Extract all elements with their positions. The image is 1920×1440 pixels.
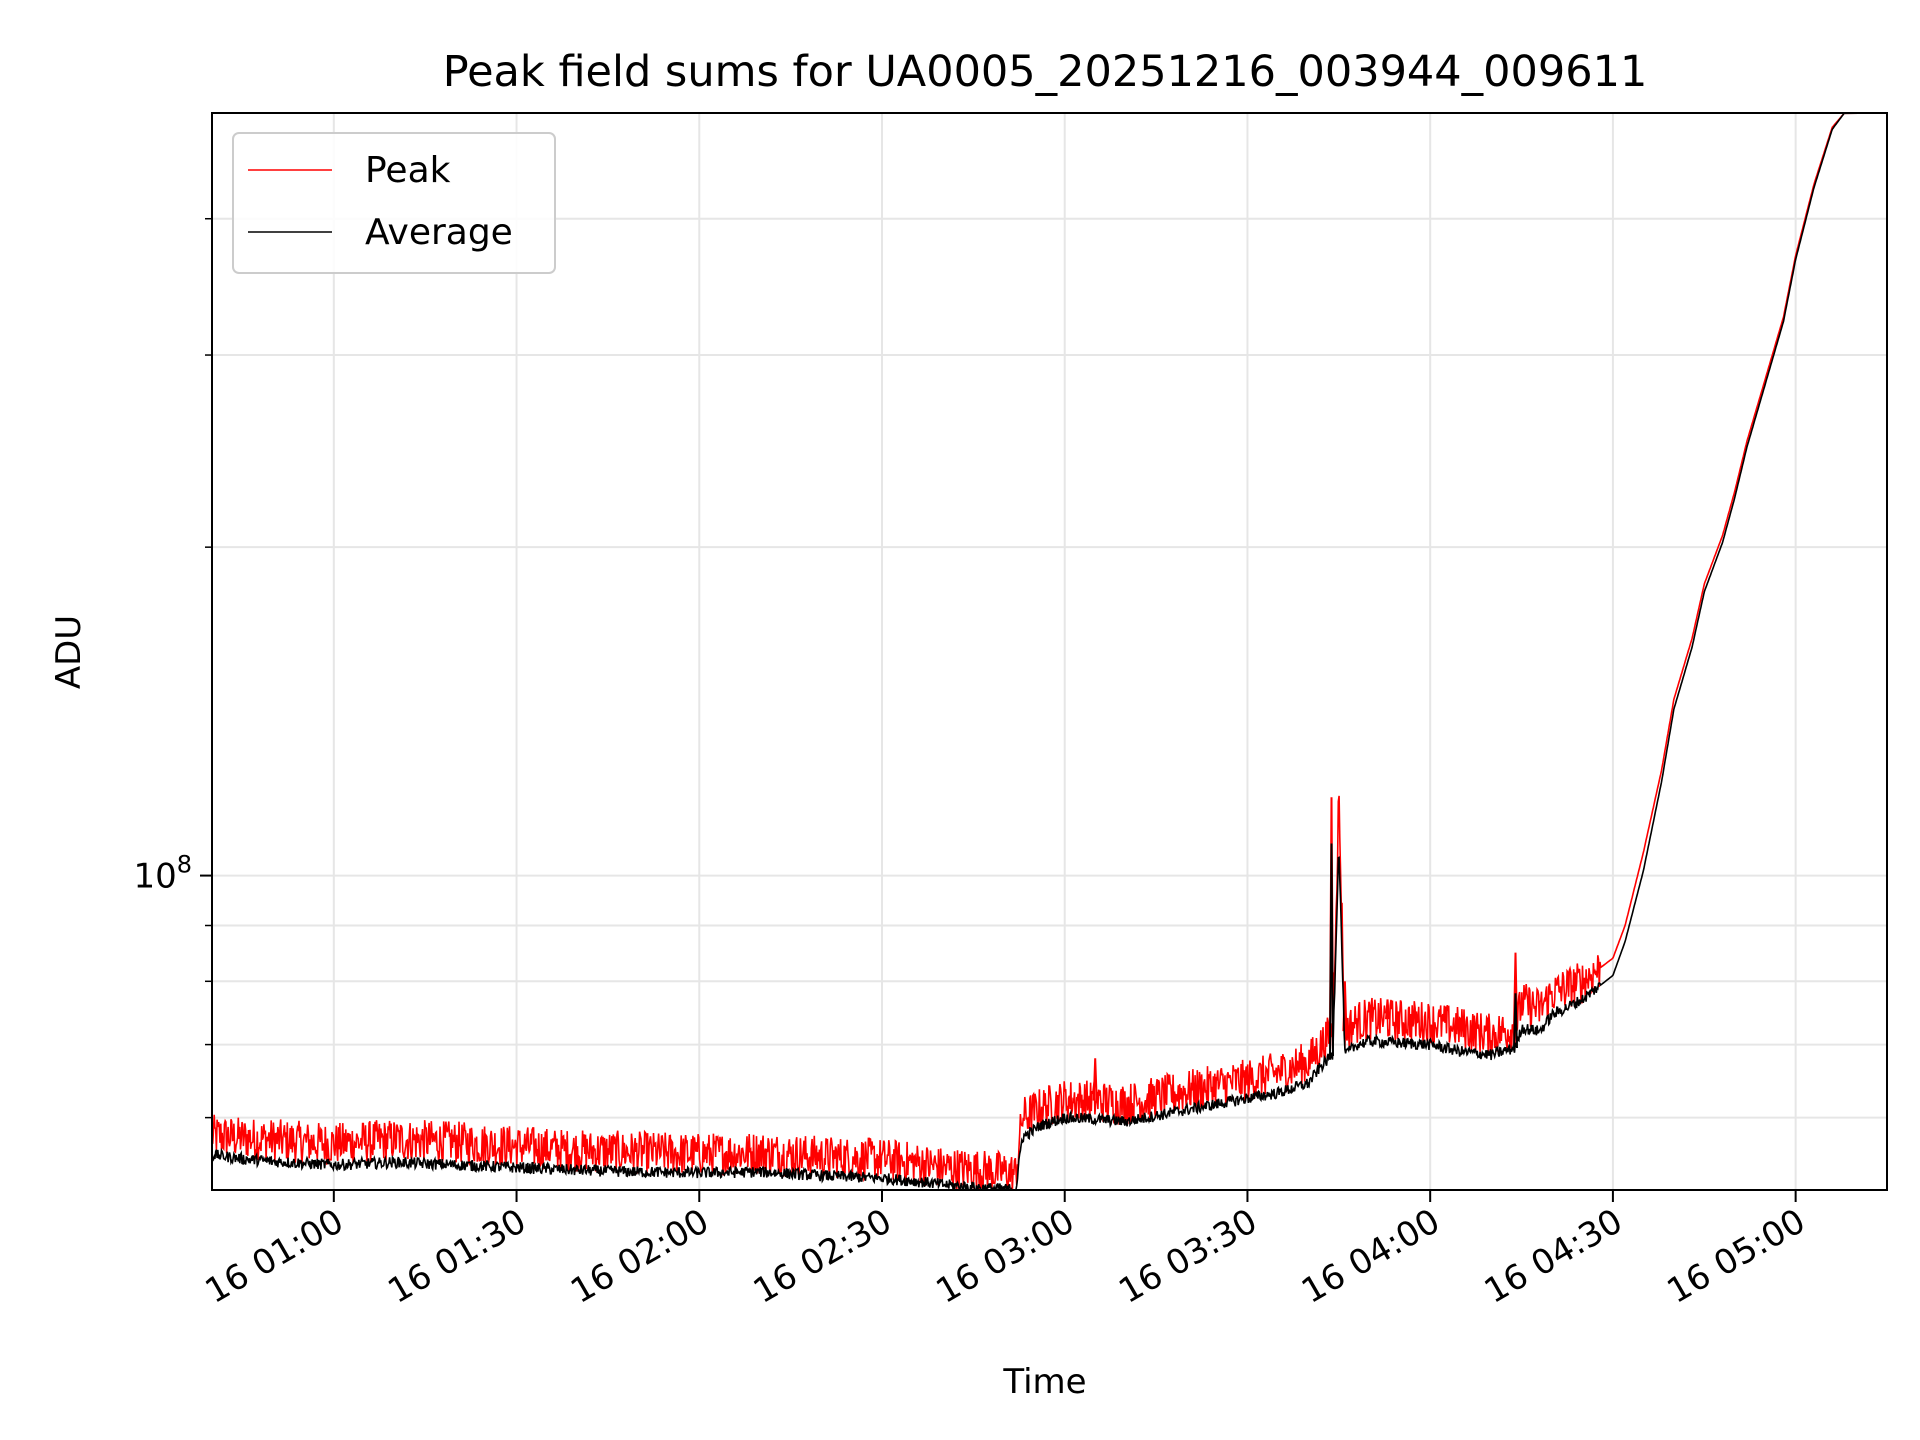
legend-box [232,132,556,274]
plot-frame [211,112,1888,1191]
series-spike-average [1513,993,1518,1049]
series-layer [212,113,1887,1190]
chart-title: Peak field sums for UA0005_20251216_0039… [443,47,1648,97]
legend-average-label: Average [365,212,513,253]
y-axis-label: ADU [49,615,89,689]
series-spike-peak [1092,1058,1098,1101]
series-spike-peak [1385,999,1390,1020]
y-tick-label: 108 [133,851,192,897]
series-line-average [212,113,1887,1190]
series-line-peak [212,113,1887,1190]
grid [212,113,1887,1190]
series-spike-average [1329,843,1334,1057]
x-axis-label: Time [1002,1362,1086,1402]
legend: Peak Average [232,132,556,274]
legend-peak-label: Peak [365,150,451,191]
